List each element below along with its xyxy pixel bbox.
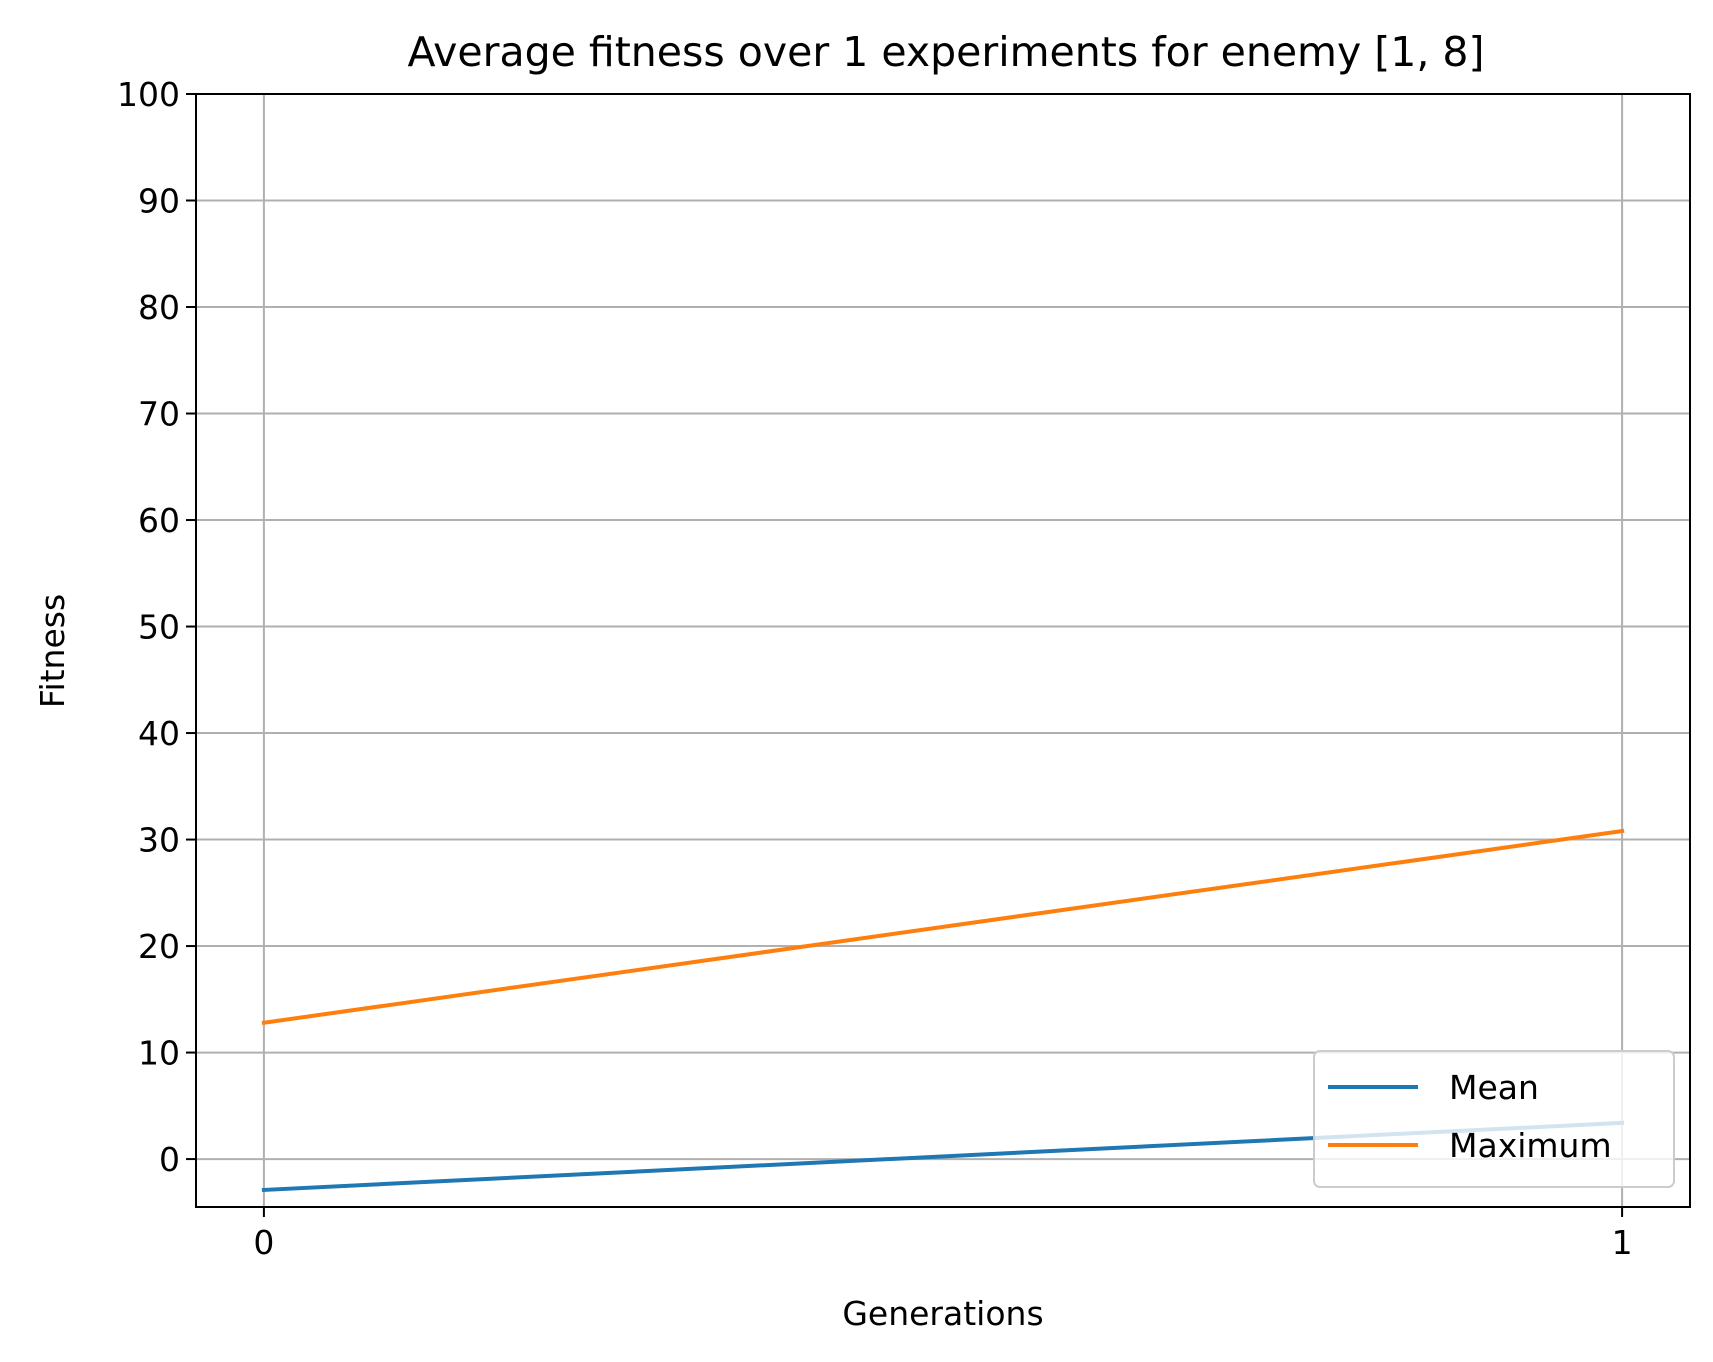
y-tick-label: 50 bbox=[138, 608, 180, 647]
y-tick-label: 100 bbox=[117, 75, 180, 114]
y-tick-label: 70 bbox=[138, 395, 180, 434]
series-line-maximum bbox=[261, 828, 1625, 1026]
y-tick-label: 80 bbox=[138, 288, 180, 327]
chart-title: Average fitness over 1 experiments for e… bbox=[407, 28, 1484, 76]
y-tick-label: 10 bbox=[138, 1034, 180, 1073]
legend-label-mean: Mean bbox=[1449, 1068, 1539, 1107]
y-tick-label: 30 bbox=[138, 821, 180, 860]
legend-label-maximum: Maximum bbox=[1449, 1126, 1612, 1165]
y-tick-label: 90 bbox=[138, 182, 180, 221]
axis-ticks: 0 10 20 30 40 50 60 70 80 90 100 0 1 bbox=[117, 75, 1633, 1262]
x-axis-label: Generations bbox=[842, 1294, 1043, 1333]
y-tick-label: 60 bbox=[138, 501, 180, 540]
y-tick-label: 40 bbox=[138, 714, 180, 753]
legend: Mean Maximum bbox=[1313, 1050, 1675, 1188]
plot-frame bbox=[195, 93, 1691, 1208]
x-tick-label: 1 bbox=[1612, 1223, 1633, 1262]
y-tick-label: 20 bbox=[138, 927, 180, 966]
y-tick-label: 0 bbox=[159, 1140, 180, 1179]
x-tick-label: 0 bbox=[253, 1223, 274, 1262]
y-axis-label: Fitness bbox=[33, 594, 72, 708]
